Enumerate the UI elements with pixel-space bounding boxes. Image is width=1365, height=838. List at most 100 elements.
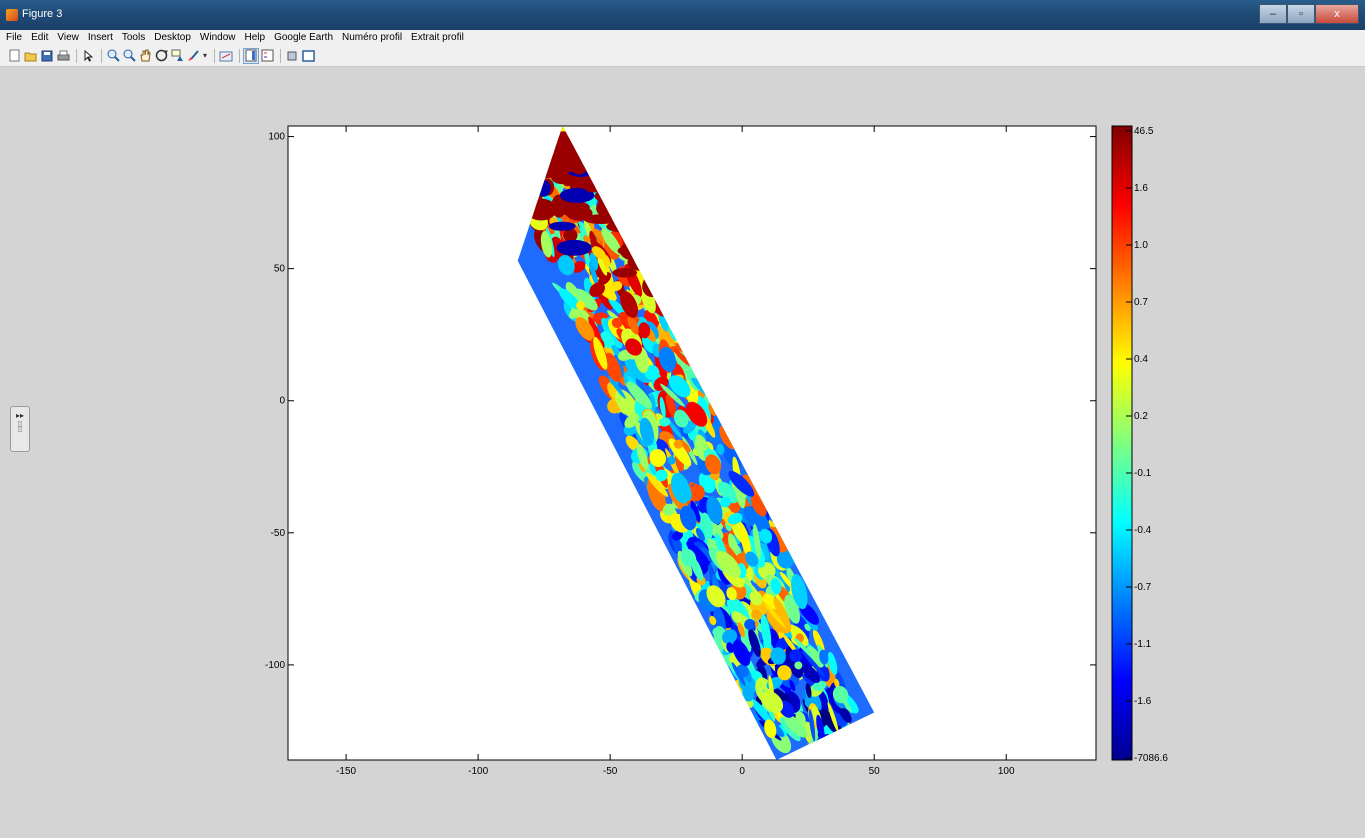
colorbar-tick-label: 0.2 [1134, 411, 1148, 422]
heatmap-cell [559, 187, 595, 203]
menu-google-earth[interactable]: Google Earth [274, 32, 334, 43]
rotate-3d-icon[interactable] [154, 49, 168, 63]
heatmap-cell [589, 282, 605, 298]
heatmap-cell [745, 551, 759, 567]
data-cursor-icon[interactable] [170, 49, 184, 63]
heatmap-cell [636, 443, 649, 470]
pan-hand-icon[interactable] [138, 49, 152, 63]
zoom-out-icon[interactable] [122, 49, 136, 63]
heatmap-cell [759, 528, 773, 544]
heatmap-cell [819, 649, 829, 665]
menu-edit[interactable]: Edit [31, 32, 49, 43]
heatmap-cell [802, 664, 821, 683]
menu-view[interactable]: View [57, 32, 79, 43]
heatmap-cell [789, 679, 796, 692]
menu-numero-profil[interactable]: Numéro profil [342, 32, 403, 43]
heatmap-cell [760, 690, 784, 713]
heatmap-cell [784, 714, 808, 738]
window-title: Figure 3 [22, 8, 63, 20]
heatmap-cell [784, 594, 800, 624]
open-file-icon[interactable] [24, 49, 38, 63]
menu-window[interactable]: Window [199, 32, 236, 43]
heatmap-cell [776, 549, 795, 569]
heatmap-cell [589, 261, 599, 287]
heatmap-cell [827, 701, 839, 732]
heatmap-cell [717, 481, 739, 504]
heatmap-cell [639, 417, 654, 446]
heatmap-cell [486, 98, 511, 129]
dock-expand-handle[interactable]: ▸▸ ⁞⁞ ⁞⁞ [10, 406, 30, 452]
heatmap-cell [624, 413, 640, 429]
menu-desktop[interactable]: Desktop [154, 32, 191, 43]
heatmap-cell [611, 317, 623, 329]
heatmap-cell [812, 629, 825, 654]
brush-icon[interactable] [186, 49, 200, 63]
heatmap-cell [695, 527, 705, 542]
menu-tools[interactable]: Tools [121, 32, 146, 43]
colorbar[interactable] [1111, 125, 1133, 761]
window-titlebar: Figure 3 – ▫ x [0, 0, 1365, 30]
y-tick-label: 100 [268, 132, 285, 143]
heatmap-cell [794, 638, 813, 657]
menu-extrait-profil[interactable]: Extrait profil [411, 32, 464, 43]
menu-insert[interactable]: Insert [87, 32, 113, 43]
heatmap-cell [626, 381, 652, 409]
heatmap-cell [548, 221, 576, 231]
heatmap-cell [497, 112, 512, 123]
heatmap-cell [575, 316, 595, 342]
heatmap-cell [612, 267, 638, 278]
heatmap-cell [546, 153, 582, 174]
heatmap-cell [673, 409, 689, 428]
heatmap-cell [728, 470, 755, 497]
heatmap-cell [722, 629, 738, 644]
menu-bar: File Edit View Insert Tools Desktop Wind… [0, 30, 1365, 45]
heatmap-cell [611, 281, 623, 291]
double-arrow-icon: ▸▸ [15, 411, 25, 420]
heatmap-cell [569, 173, 586, 193]
new-figure-icon[interactable] [8, 49, 22, 63]
colorbar-tick-label: 1.0 [1134, 240, 1148, 251]
heatmap-cell [557, 254, 575, 276]
heatmap-cell [665, 393, 677, 419]
heatmap-cell [667, 456, 676, 465]
heatmap-cell [625, 338, 643, 356]
close-button[interactable]: x [1315, 4, 1359, 24]
heatmap-cell [839, 706, 852, 723]
brush-dropdown-icon[interactable]: ▾ [202, 51, 207, 60]
heatmap-cell [751, 609, 762, 621]
heatmap-cell [662, 503, 676, 516]
colorbar-tick-label: 1.6 [1134, 183, 1148, 194]
heatmap-cell [474, 93, 487, 111]
heatmap-cell [827, 651, 838, 675]
save-icon[interactable] [40, 49, 54, 63]
colorbar-icon[interactable] [243, 47, 259, 64]
colorbar-tick-label: -1.1 [1134, 639, 1152, 650]
heatmap-cell [698, 547, 714, 562]
heatmap-cell [801, 615, 819, 631]
menu-help[interactable]: Help [244, 32, 266, 43]
heatmap-cell [750, 494, 767, 517]
zoom-in-icon[interactable] [106, 49, 120, 63]
minimize-button[interactable]: – [1259, 4, 1287, 24]
menu-file[interactable]: File [6, 32, 23, 43]
x-tick-label: -100 [468, 766, 488, 777]
heatmap-cell [731, 662, 746, 687]
figure-toolbar: ▾ [0, 45, 1365, 67]
edit-plot-arrow-icon[interactable] [81, 49, 95, 63]
print-icon[interactable] [56, 49, 70, 63]
x-axis-ticks: -150 -100 -50 0 50 100 [336, 126, 1015, 777]
legend-icon[interactable] [260, 49, 274, 63]
heatmap-cell [716, 443, 725, 455]
heatmap-cell [808, 708, 816, 742]
heatmap-cell [576, 300, 585, 310]
colorbar-tick-label: -0.7 [1134, 582, 1152, 593]
show-plot-tools-icon[interactable] [301, 49, 315, 63]
heatmap-cell [715, 550, 741, 578]
heatmap-cell [732, 640, 751, 667]
link-plot-icon[interactable] [219, 49, 233, 63]
heatmap-cell [625, 435, 640, 452]
heatmap-cell [804, 623, 811, 631]
maximize-button[interactable]: ▫ [1287, 4, 1315, 24]
hide-plot-tools-icon[interactable] [285, 49, 299, 63]
